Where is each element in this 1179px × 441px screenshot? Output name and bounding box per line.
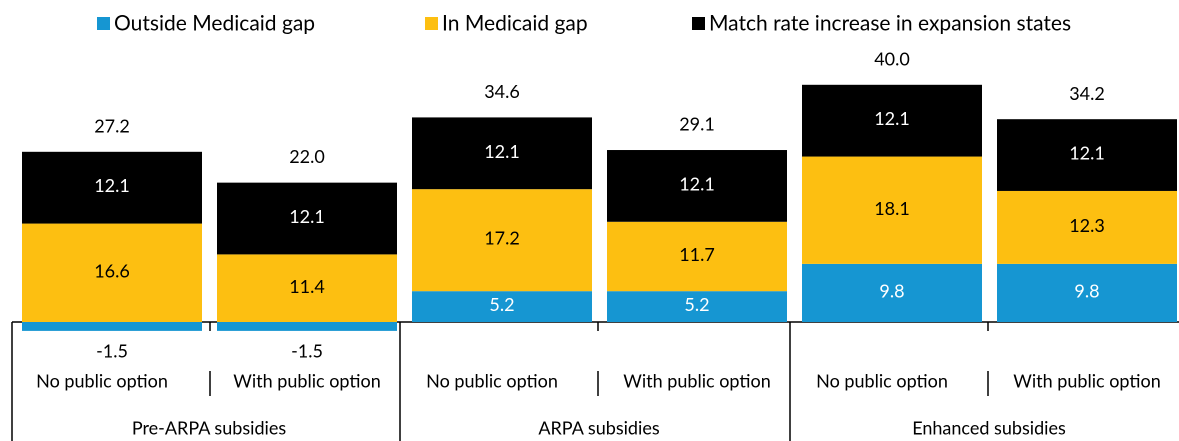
bar-segment (802, 156, 982, 264)
x-tick-label: With public option (1013, 370, 1161, 392)
data-label: 12.1 (289, 205, 325, 227)
total-label: 34.6 (484, 80, 520, 102)
data-label: 12.1 (484, 140, 520, 162)
legend-swatch (692, 17, 705, 30)
group-label: Pre-ARPA subsidies (132, 417, 287, 439)
data-label: 16.6 (94, 259, 130, 281)
data-label: -1.5 (291, 339, 323, 361)
x-tick-label: No public option (816, 370, 948, 392)
legend-label: In Medicaid gap (442, 10, 588, 35)
data-label: 9.8 (879, 280, 904, 302)
data-label: 17.2 (484, 227, 520, 249)
bar-segment (412, 117, 592, 190)
bar-segment (997, 263, 1177, 322)
total-label: 34.2 (1069, 82, 1105, 104)
group-label: Enhanced subsidies (912, 417, 1066, 439)
x-tick-label: With public option (233, 370, 381, 392)
legend-swatch (425, 17, 438, 30)
bar-segment (607, 291, 787, 322)
bar-segment (22, 322, 202, 331)
data-label: 5.2 (684, 293, 709, 315)
bar-segment (412, 189, 592, 292)
x-tick-label: No public option (426, 370, 558, 392)
data-label: -1.5 (96, 339, 128, 361)
total-label: 27.2 (94, 114, 130, 136)
bar-segment (607, 150, 787, 222)
data-label: 12.1 (874, 107, 910, 129)
legend-label: Match rate increase in expansion states (709, 10, 1071, 35)
data-label: 11.4 (289, 275, 325, 297)
bar-segment (802, 263, 982, 322)
data-label: 12.1 (1069, 142, 1105, 164)
x-tick-label: With public option (623, 370, 771, 392)
data-label: 18.1 (874, 197, 910, 219)
data-label: 5.2 (489, 293, 514, 315)
legend-swatch (97, 17, 110, 30)
legend-label: Outside Medicaid gap (114, 10, 315, 35)
bar-segment (217, 254, 397, 322)
data-label: 12.1 (94, 174, 130, 196)
total-label: 22.0 (289, 145, 325, 167)
total-label: 29.1 (679, 113, 715, 135)
bar-segment (997, 119, 1177, 191)
bar-segment (217, 322, 397, 331)
bar-segment (412, 291, 592, 322)
x-tick-label: No public option (36, 370, 168, 392)
total-label: 40.0 (874, 47, 910, 69)
bar-segment (22, 223, 202, 322)
bar-segment (217, 182, 397, 255)
bar-segment (997, 190, 1177, 264)
data-label: 12.1 (679, 172, 715, 194)
bar-segment (802, 84, 982, 157)
bar-segment (607, 221, 787, 292)
bar-segment (22, 151, 202, 224)
data-label: 9.8 (1074, 280, 1099, 302)
data-label: 11.7 (679, 243, 715, 265)
group-label: ARPA subsidies (538, 417, 659, 439)
data-label: 12.3 (1069, 214, 1105, 236)
